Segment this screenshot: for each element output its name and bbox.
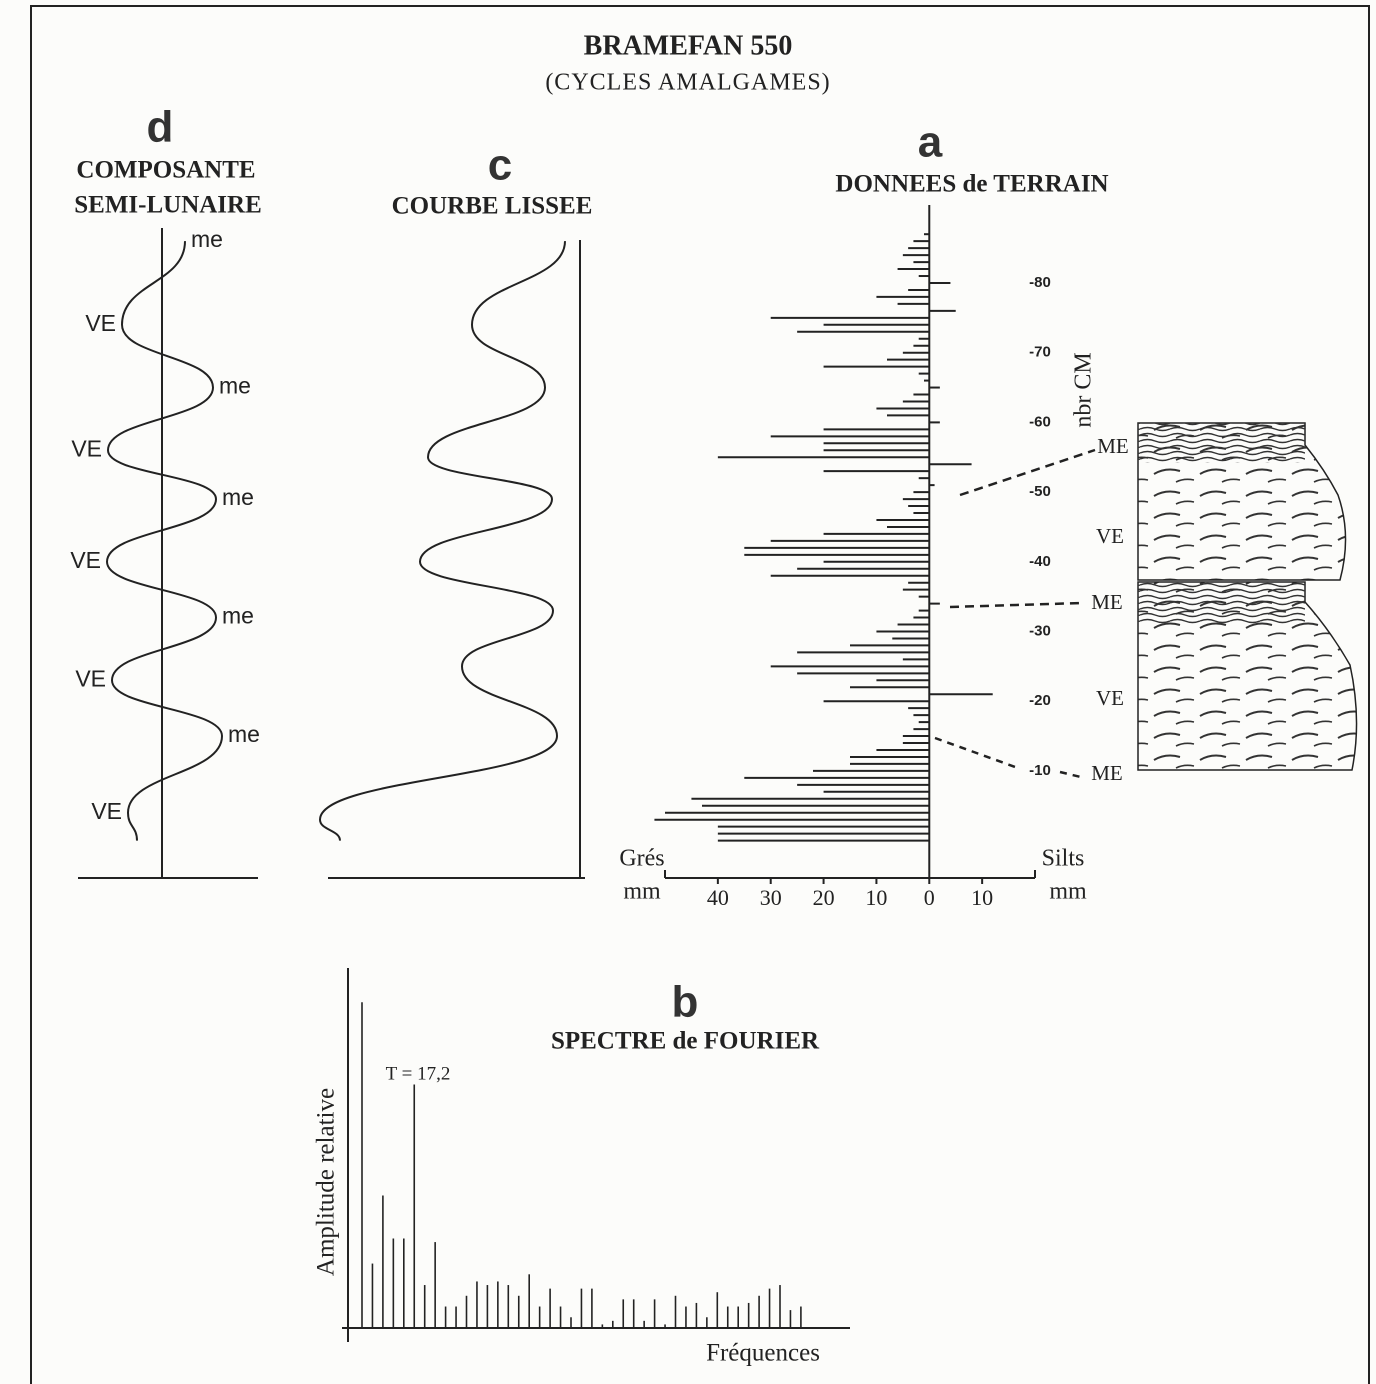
point-label: VE bbox=[85, 310, 116, 336]
point-label: me bbox=[228, 721, 260, 747]
point-label: me bbox=[191, 226, 223, 252]
annotation: VE bbox=[1096, 686, 1124, 710]
panel-title: DONNEES de TERRAIN bbox=[835, 171, 1108, 198]
x-tick-label: 10 bbox=[971, 885, 993, 910]
axis-label: Fréquences bbox=[706, 1340, 820, 1367]
point-label: VE bbox=[75, 665, 106, 691]
x-tick-label: 10 bbox=[865, 885, 887, 910]
axis-label: nbr CM bbox=[1071, 352, 1097, 427]
y-tick-label: -30 bbox=[1029, 622, 1051, 639]
point-label: VE bbox=[70, 547, 101, 573]
x-tick-label: 40 bbox=[707, 885, 729, 910]
annotation: ME bbox=[1091, 590, 1123, 614]
annotation: T = 17,2 bbox=[386, 1063, 451, 1084]
axis-label: Amplitude relative bbox=[313, 1088, 340, 1276]
axis-label: mm bbox=[623, 879, 661, 905]
bed bbox=[1137, 581, 1358, 771]
y-tick-label: -40 bbox=[1029, 553, 1051, 570]
panel-letter: b bbox=[672, 978, 699, 1027]
panel-letter: c bbox=[488, 141, 512, 190]
panel-title: COURBE LISSEE bbox=[392, 193, 593, 220]
correlation-line bbox=[959, 448, 1096, 497]
y-tick-label: -20 bbox=[1029, 692, 1051, 709]
axis-label: Silts bbox=[1042, 846, 1085, 872]
panel-title: COMPOSANTE bbox=[76, 157, 255, 184]
point-label: VE bbox=[71, 435, 102, 461]
annotation: ME bbox=[1091, 761, 1123, 785]
panel-title: SEMI-LUNAIRE bbox=[74, 192, 262, 219]
axis-label: mm bbox=[1049, 879, 1087, 905]
correlation-line bbox=[934, 736, 1086, 780]
y-tick-label: -80 bbox=[1029, 274, 1051, 291]
x-tick-label: 20 bbox=[813, 885, 835, 910]
x-tick-label: 0 bbox=[924, 885, 935, 910]
curve bbox=[105, 241, 224, 841]
point-label: me bbox=[222, 603, 254, 629]
panel-title: SPECTRE de FOURIER bbox=[551, 1028, 820, 1055]
point-label: me bbox=[222, 484, 254, 510]
y-tick-label: -70 bbox=[1029, 344, 1051, 361]
panel-letter: a bbox=[918, 118, 943, 167]
x-tick-label: 30 bbox=[760, 885, 782, 910]
point-label: VE bbox=[91, 798, 122, 824]
title: BRAMEFAN 550 bbox=[584, 30, 793, 61]
lamination bbox=[1138, 423, 1305, 463]
panel-letter: d bbox=[147, 103, 174, 152]
lithology bbox=[934, 422, 1358, 780]
point-label: me bbox=[219, 373, 251, 399]
subtitle: (CYCLES AMALGAMES) bbox=[545, 70, 830, 96]
lamination bbox=[1138, 582, 1305, 624]
y-tick-label: -10 bbox=[1029, 762, 1051, 779]
curve bbox=[318, 241, 566, 841]
axis-label: Grés bbox=[619, 846, 664, 872]
y-tick-label: -60 bbox=[1029, 413, 1051, 430]
annotation: VE bbox=[1096, 524, 1124, 548]
correlation-line bbox=[949, 601, 1083, 609]
frame bbox=[30, 5, 1370, 1384]
annotation: ME bbox=[1097, 434, 1129, 458]
y-tick-label: -50 bbox=[1029, 483, 1051, 500]
